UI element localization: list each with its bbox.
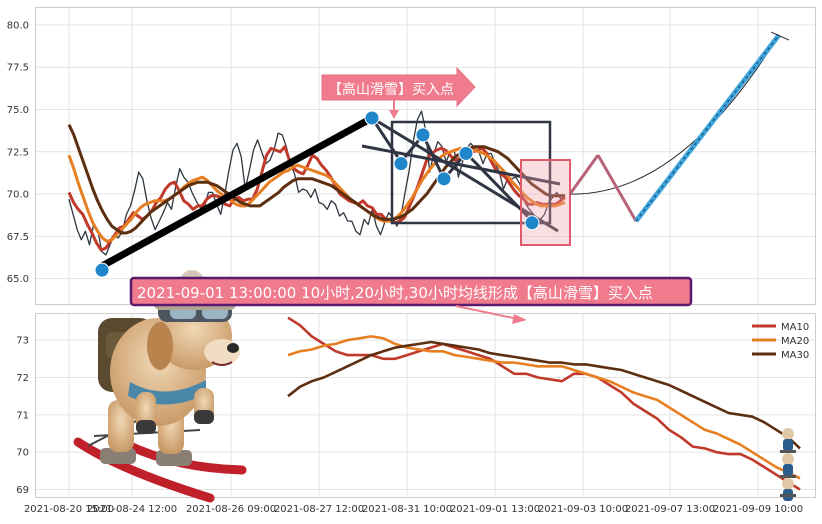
pivot-point [364, 110, 380, 126]
signal-highlight-box [520, 159, 571, 246]
announcement-banner: 2021-09-01 13:00:00 10小时,20小时,30小时均线形成【高… [129, 276, 693, 324]
top-y-tick-label: 70.0 [7, 190, 29, 201]
pivot-point [524, 215, 540, 231]
series-line-price [68, 110, 566, 256]
x-tick-label: 2021-08-20 15:00 [24, 504, 114, 515]
top-panel-frame [35, 7, 816, 305]
projection-segment-rally [634, 33, 781, 223]
zigzag-line [370, 117, 534, 223]
mini-skier-icon [780, 428, 796, 501]
legend: MA10 MA20 MA30 [752, 322, 809, 361]
legend-label-ma10: MA10 [781, 322, 809, 333]
x-tick-label: 2021-08-26 09:00 [186, 504, 276, 515]
legend-label-ma30: MA30 [781, 350, 809, 361]
bottom-y-tick-label: 72 [16, 373, 29, 384]
series-line-ma20 [67, 146, 566, 243]
top-y-tick-label: 75.0 [7, 105, 29, 116]
top-y-tick-label: 72.5 [7, 147, 29, 158]
bottom-series-layer [287, 316, 801, 491]
wedge-lower-line [371, 116, 559, 233]
x-tick-label: 2021-08-27 12:00 [274, 504, 364, 515]
signal-pointer-head [389, 110, 399, 119]
banner-pointer-head [512, 314, 527, 324]
pivot-point [94, 262, 110, 278]
x-tick-label: 2021-09-09 10:00 [713, 504, 803, 515]
trend-line-thick [98, 114, 376, 270]
legend-label-ma20: MA20 [781, 336, 809, 347]
banner-text: 2021-09-01 13:00:00 10小时,20小时,30小时均线形成【高… [137, 284, 653, 302]
projection-segment-up [568, 154, 600, 195]
top-y-tick-label: 77.5 [7, 63, 29, 74]
x-tick-label: 2021-09-07 13:00 [625, 504, 715, 515]
pivot-point [436, 171, 452, 187]
consolidation-box [390, 120, 552, 225]
projection-layer [568, 31, 790, 223]
signal-label-shape [321, 66, 476, 108]
bottom-y-tick-label: 71 [16, 410, 29, 421]
x-tick-label: 2021-08-24 12:00 [87, 504, 177, 515]
banner-box [129, 276, 693, 307]
pivot-point [458, 145, 474, 161]
bottom-y-tick-label: 69 [16, 485, 29, 496]
x-tick-label: 2021-09-01 13:00 [450, 504, 540, 515]
banner-pointer-line [455, 305, 519, 320]
projection-curve [569, 34, 780, 195]
top-y-tick-label: 65.0 [7, 274, 29, 285]
pivot-point [415, 127, 431, 143]
bottom-y-axis: 69 70 71 72 73 [16, 336, 29, 496]
bottom-y-tick-label: 70 [16, 448, 29, 459]
projection-end-cap [770, 31, 790, 41]
series-line-ma30 [67, 124, 565, 235]
signal-label-arrow: 【高山滑雪】买入点 [321, 66, 476, 119]
top-y-tick-labels: 65.0 67.5 70.0 72.5 75.0 77.5 80.0 [7, 20, 29, 285]
x-tick-label: 2021-08-31 10:00 [362, 504, 452, 515]
projection-segment-down [596, 154, 638, 222]
x-tick-label: 2021-09-03 10:00 [538, 504, 628, 515]
bottom-y-tick-label: 73 [16, 336, 29, 347]
series-line-ma30 [287, 340, 801, 450]
top-series-layer [67, 110, 566, 256]
signal-label-text: 【高山滑雪】买入点 [328, 81, 454, 98]
top-y-tick-label: 80.0 [7, 20, 29, 31]
series-line-ma20 [287, 335, 801, 480]
top-y-tick-label: 67.5 [7, 232, 29, 243]
pivot-point [393, 156, 409, 172]
pivot-points [94, 110, 540, 278]
